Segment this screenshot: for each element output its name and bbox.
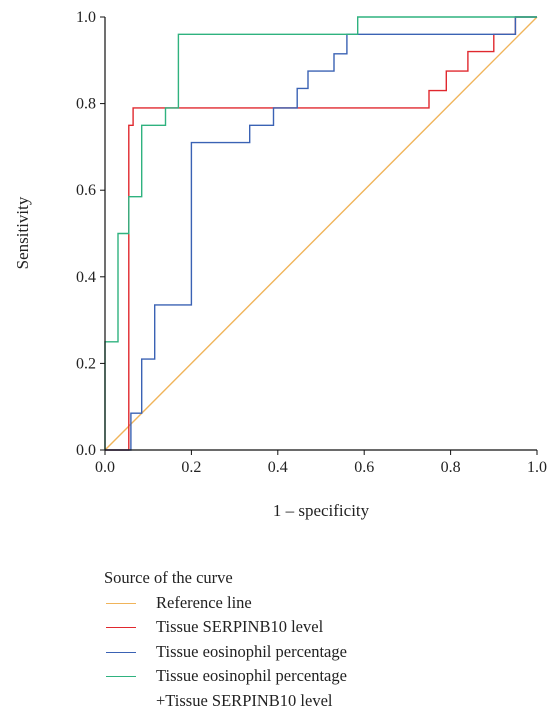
roc-chart: 0.0 0.2 0.4 0.6 0.8 1.0 0.0 0.2 0.4 0.6 0.8 1.0 1 … — [0, 0, 557, 560]
x-ticks: 0.0 0.2 0.4 0.6 0.8 1.0 — [95, 450, 547, 476]
x-tick-label: 0.4 — [268, 459, 288, 476]
legend-swatch — [106, 627, 136, 628]
legend-item: Tissue SERPINB10 level — [104, 615, 347, 640]
legend-swatch — [106, 676, 136, 677]
y-ticks: 0.0 0.2 0.4 0.6 0.8 1.0 — [76, 9, 105, 459]
y-tick-label: 0.0 — [76, 442, 96, 459]
legend-label: Tissue eosinophil percentage +Tissue SER… — [156, 664, 347, 713]
y-tick-label: 0.6 — [76, 182, 96, 199]
legend-label: Reference line — [156, 591, 252, 616]
series-line-reference-line — [105, 17, 537, 450]
legend-label: Tissue eosinophil percentage — [156, 640, 347, 665]
legend-item: Reference line — [104, 591, 347, 616]
y-tick-label: 1.0 — [76, 9, 96, 26]
y-axis-label: Sensitivity — [13, 196, 32, 269]
x-tick-label: 0.6 — [354, 459, 374, 476]
legend-swatch — [106, 652, 136, 653]
y-tick-label: 0.8 — [76, 96, 96, 113]
legend-label: Tissue SERPINB10 level — [156, 615, 323, 640]
x-tick-label: 0.8 — [441, 459, 461, 476]
y-tick-label: 0.4 — [76, 269, 96, 286]
legend-item: Tissue eosinophil percentage +Tissue SER… — [104, 664, 347, 713]
plot-lines — [105, 17, 537, 450]
x-tick-label: 1.0 — [527, 459, 547, 476]
legend-title: Source of the curve — [104, 566, 347, 591]
x-axis-label: 1 – specificity — [273, 501, 370, 520]
y-tick-label: 0.2 — [76, 355, 96, 372]
x-tick-label: 0.0 — [95, 459, 115, 476]
legend-swatch — [106, 603, 136, 604]
legend-item: Tissue eosinophil percentage — [104, 640, 347, 665]
x-tick-label: 0.2 — [181, 459, 201, 476]
